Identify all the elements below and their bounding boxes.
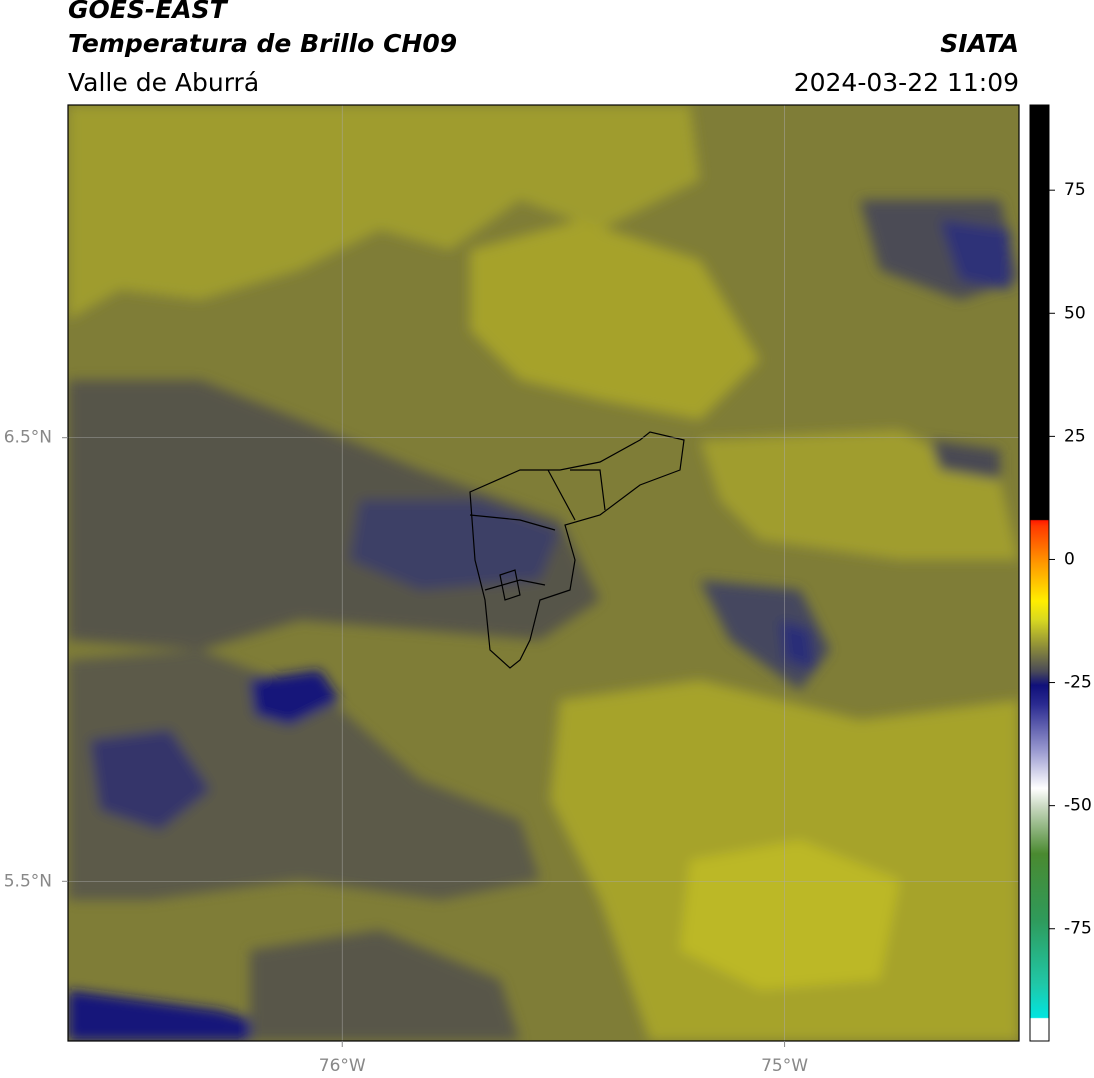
colorbar-tick-label: -25 (1064, 673, 1092, 693)
valley-boundary (469, 431, 685, 669)
region: Valle de Aburrá (68, 68, 259, 97)
y-tick-label: 6.5°N (4, 428, 52, 448)
source: SIATA (940, 29, 1019, 58)
colorbar-tick-label: 25 (1064, 426, 1086, 446)
colorbar-tick-label: 0 (1064, 549, 1075, 569)
colorbar-tick-label: -75 (1064, 919, 1092, 939)
map-frame (67, 104, 1020, 1042)
colorbar-tick-label: 50 (1064, 303, 1086, 323)
colorbar-tick-label: -50 (1064, 796, 1092, 816)
map-image (68, 105, 1019, 1041)
x-tick-label: 76°W (319, 1056, 366, 1076)
datetime: 2024-03-22 11:09 (794, 68, 1019, 97)
product: Temperatura de Brillo CH09 (68, 29, 457, 58)
graticule (68, 105, 1019, 1041)
colorbar (1029, 104, 1050, 1042)
y-tick-label: 5.5°N (4, 871, 52, 891)
title: GOES-EAST (68, 0, 229, 24)
colorbar-tick-label: 75 (1064, 180, 1086, 200)
x-tick-label: 75°W (761, 1056, 808, 1076)
